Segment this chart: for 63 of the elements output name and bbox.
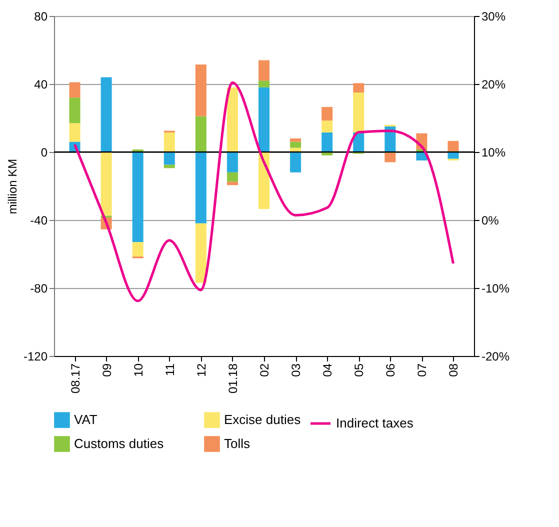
bar <box>69 82 80 98</box>
legend-label: Excise duties <box>224 412 302 428</box>
bar <box>195 152 206 224</box>
legend-label: Indirect taxes <box>336 416 414 430</box>
bar <box>448 140 459 152</box>
legend-label: VAT <box>74 412 98 428</box>
bar <box>322 132 333 152</box>
bar <box>69 123 80 142</box>
bar <box>448 152 459 159</box>
bar <box>164 132 175 152</box>
x-tick-label: 03 <box>289 363 304 377</box>
bar <box>195 64 206 116</box>
bar <box>290 142 302 148</box>
x-tick-label: 02 <box>258 363 272 377</box>
bar <box>290 152 302 172</box>
y2-tick-label: 10% <box>482 146 506 160</box>
y-tick-label: 80 <box>34 10 48 24</box>
y-axis-title: million KM <box>5 158 20 214</box>
bar <box>69 98 80 124</box>
x-tick-label: 08.17 <box>68 363 82 394</box>
x-tick-label: 05 <box>352 363 366 377</box>
bar <box>100 152 112 216</box>
bar <box>132 152 144 242</box>
legend-label: Tolls <box>224 436 251 451</box>
y2-tick-label: -20% <box>482 350 510 364</box>
bar <box>322 120 333 132</box>
x-tick-label: 06 <box>384 363 398 377</box>
bar <box>384 152 396 162</box>
x-tick-label: 07 <box>415 363 430 377</box>
bar <box>353 83 364 92</box>
bar <box>290 138 302 142</box>
x-tick-label: 12 <box>194 363 208 377</box>
y2-tick-label: 30% <box>482 10 506 24</box>
y-tick-label: -120 <box>23 350 48 364</box>
legend-label: Customs duties <box>74 436 164 451</box>
bar <box>258 60 270 81</box>
bar <box>100 77 112 152</box>
y2-tick-label: 20% <box>482 78 506 92</box>
line-series <box>74 81 454 302</box>
y-tick-label: 0 <box>40 146 48 160</box>
bar <box>164 152 175 165</box>
bar <box>258 152 270 209</box>
y2-tick-label: -10% <box>482 282 510 296</box>
bar <box>258 87 270 152</box>
x-tick-label: 11 <box>162 363 177 376</box>
y-tick-label: 40 <box>34 78 48 92</box>
x-tick-label: 04 <box>320 363 335 377</box>
bar <box>226 152 238 172</box>
bar <box>195 116 206 152</box>
y-tick-label: -40 <box>30 214 48 228</box>
x-tick-label: 08 <box>446 363 461 377</box>
bar <box>132 242 144 257</box>
x-tick-label: 10 <box>131 363 146 377</box>
bar <box>195 223 206 283</box>
x-tick-label: 01.18 <box>226 363 240 394</box>
bar <box>353 92 364 132</box>
x-tick-label: 09 <box>100 363 114 377</box>
bar <box>226 172 238 182</box>
y2-tick-label: 0% <box>482 214 500 228</box>
bar <box>226 87 238 152</box>
y-tick-label: -80 <box>30 282 48 296</box>
bar <box>258 80 270 88</box>
bar <box>322 106 333 121</box>
